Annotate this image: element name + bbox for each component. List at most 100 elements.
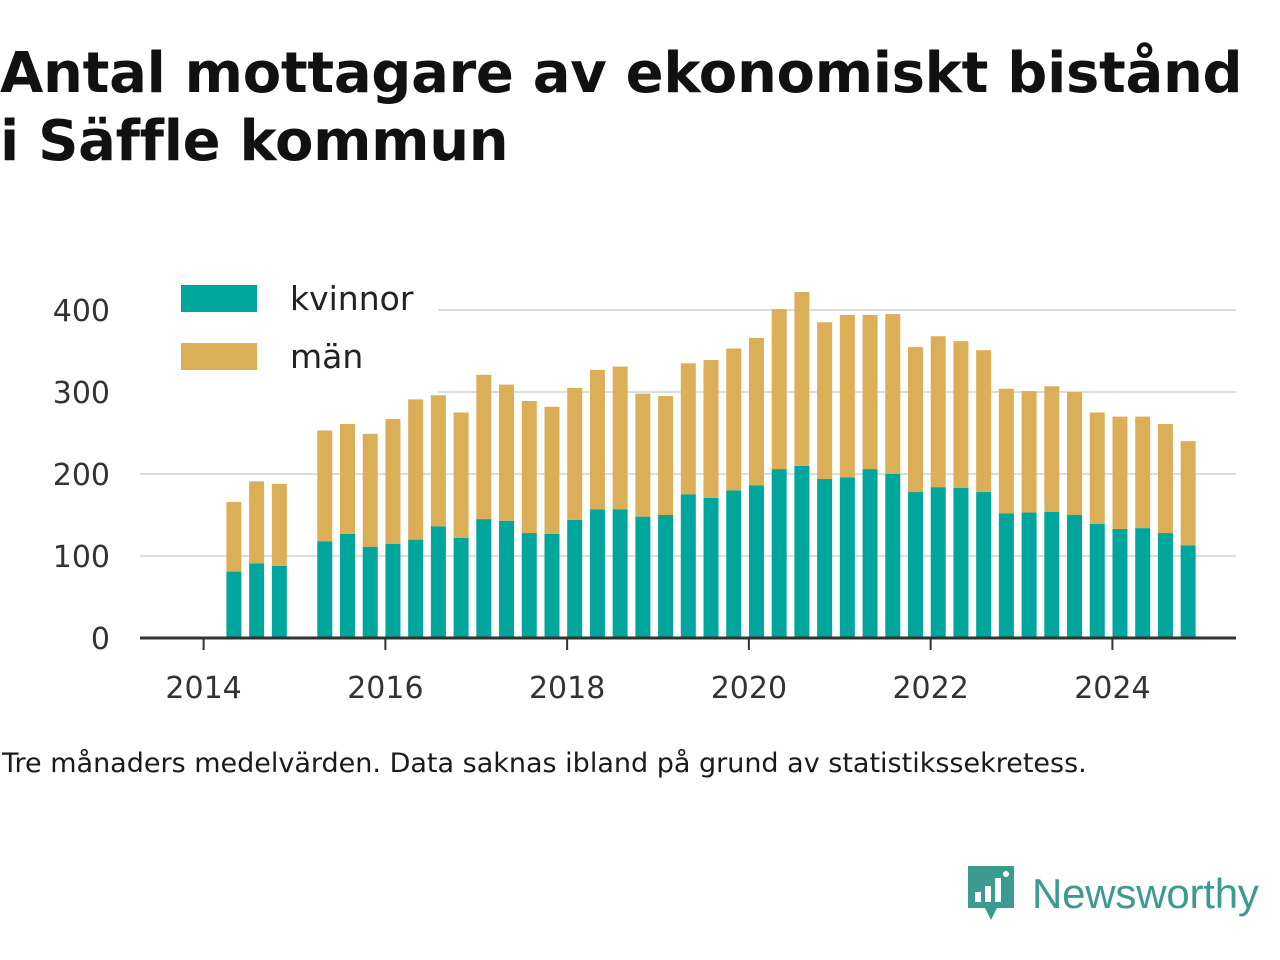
bar-man-2020-02 [748,337,764,486]
bar-kvinnor-2016-05 [408,539,424,638]
x-tick-label: 2014 [165,671,241,706]
legend-swatch-kvinnor [181,285,257,312]
bar-man-2017-08 [521,401,537,534]
bar-man-2019-05 [680,363,696,495]
bar-man-2023-11 [1089,412,1105,525]
axes: 0 100 200 300 400 2014 2016 2018 2020 2022 2024 [53,294,1236,706]
bar-kvinnor-2018-11 [635,516,651,638]
y-tick-label: 300 [53,376,110,411]
chart-title: Antal mottagare av ekonomiskt bistånd i … [0,41,1243,174]
bar-kvinnor-2023-05 [1044,511,1060,638]
y-tick-label: 0 [91,622,110,657]
x-tick-label: 2020 [711,671,787,706]
legend-label-man: män [290,337,363,376]
bar-man-2017-11 [544,406,560,534]
stacked-bar-chart: 0 100 200 300 400 2014 2016 2018 2020 2022 2024 kv… [52,264,1236,706]
bar-man-2015-08 [340,423,356,534]
bar-kvinnor-2017-11 [544,533,560,638]
bar-man-2019-02 [658,396,674,515]
bar-man-2024-02 [1112,416,1128,529]
bar-kvinnor-2019-02 [658,515,674,638]
x-tick-label: 2024 [1074,671,1150,706]
bar-man-2024-11 [1180,441,1196,546]
bar-man-2016-08 [430,395,446,527]
bar-kvinnor-2021-02 [839,477,855,638]
bar-kvinnor-2024-08 [1157,533,1173,638]
bar-kvinnor-2024-02 [1112,528,1128,638]
bar-kvinnor-2017-05 [499,520,515,638]
bar-kvinnor-2024-11 [1180,545,1196,638]
bar-man-2016-11 [453,412,469,538]
bar-kvinnor-2023-02 [1021,512,1037,638]
bar-kvinnor-2022-02 [930,487,946,638]
bar-kvinnor-2018-08 [612,509,628,638]
bar-kvinnor-2015-11 [362,546,378,638]
bar-man-2016-05 [408,399,424,540]
bar-man-2018-11 [635,393,651,517]
bar-man-2014-11 [271,483,287,566]
y-tick-label: 100 [53,540,110,575]
bar-kvinnor-2022-08 [976,492,992,638]
bar-man-2022-08 [976,350,992,493]
bar-man-2016-02 [385,419,401,544]
brand-logo: Newsworthy [964,862,1259,926]
bar-kvinnor-2014-11 [271,565,287,638]
bar-man-2020-11 [817,322,833,479]
bar-man-2021-11 [908,346,924,493]
brand-name: Newsworthy [1032,870,1259,917]
bar-kvinnor-2018-02 [567,519,583,638]
bar-kvinnor-2022-11 [998,513,1014,638]
x-tick-label: 2016 [347,671,423,706]
bar-man-2020-08 [794,291,810,466]
bar-man-2015-05 [317,430,333,542]
bar-man-2015-11 [362,433,378,547]
bar-man-2021-08 [885,314,901,474]
bar-man-2022-02 [930,336,946,488]
bar-kvinnor-2020-08 [794,465,810,638]
bar-kvinnor-2022-05 [953,487,969,638]
bar-kvinnor-2015-05 [317,541,333,638]
bar-man-2023-08 [1067,392,1083,515]
bar-man-2022-05 [953,341,969,488]
bar-man-2014-08 [249,481,265,564]
bar-man-2021-05 [862,314,878,470]
bar-kvinnor-2020-05 [771,469,787,638]
bar-man-2018-05 [589,369,605,510]
bar-kvinnor-2021-11 [908,492,924,638]
bar-man-2021-02 [839,314,855,478]
legend: kvinnor män [138,264,438,394]
x-tick-label: 2022 [892,671,968,706]
bar-man-2017-02 [476,374,492,520]
newsworthy-logo-icon [968,866,1014,920]
bar-kvinnor-2020-02 [748,485,764,638]
bar-kvinnor-2021-05 [862,469,878,638]
bar-kvinnor-2019-08 [703,497,719,638]
bar-man-2019-08 [703,360,719,498]
bar-man-2020-05 [771,309,787,470]
bar-kvinnor-2016-02 [385,543,401,638]
bar-kvinnor-2014-05 [226,571,242,638]
bar-kvinnor-2017-08 [521,533,537,638]
bar-kvinnor-2023-08 [1067,515,1083,638]
bar-kvinnor-2016-11 [453,537,469,638]
bar-kvinnor-2021-08 [885,474,901,638]
bar-kvinnor-2018-05 [589,509,605,638]
bar-man-2018-08 [612,366,628,510]
bar-man-2014-05 [226,501,242,572]
bar-man-2024-08 [1157,423,1173,534]
bar-man-2022-11 [998,388,1014,514]
legend-swatch-man [181,343,257,370]
bar-man-2023-05 [1044,386,1060,512]
bar-kvinnor-2024-05 [1135,528,1151,638]
x-tick-label: 2018 [529,671,605,706]
bar-man-2023-02 [1021,391,1037,513]
bar-kvinnor-2019-11 [726,490,742,638]
bars [226,291,1196,638]
bar-kvinnor-2015-08 [340,533,356,638]
bar-kvinnor-2020-11 [817,478,833,638]
bar-man-2019-11 [726,348,742,491]
legend-label-kvinnor: kvinnor [290,279,414,318]
footnote: Tre månaders medelvärden. Data saknas ib… [2,748,1087,779]
bar-man-2017-05 [499,384,515,521]
bar-kvinnor-2014-08 [249,563,265,638]
